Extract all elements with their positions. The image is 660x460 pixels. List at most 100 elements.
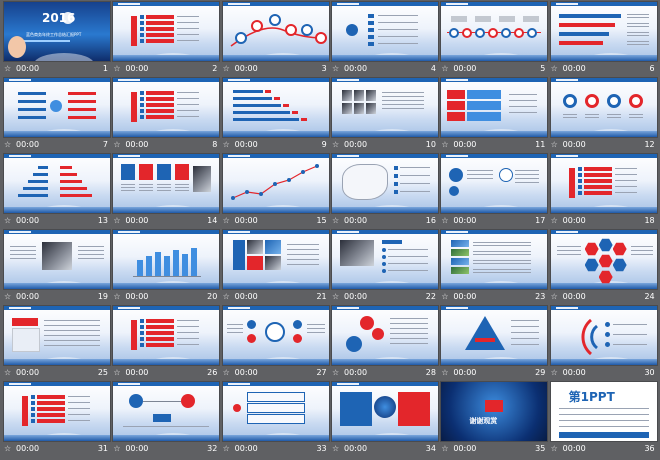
slide-cell-6[interactable]: ☆ 00:00 6: [549, 2, 658, 78]
slide-thumbnail[interactable]: [4, 78, 110, 137]
slide-cell-24[interactable]: ☆ 00:00 24: [549, 230, 658, 306]
node-circle: [284, 24, 297, 36]
list-bar: [37, 407, 65, 411]
slide-thumbnail[interactable]: [550, 78, 657, 137]
slide-cell-15[interactable]: ☆ 00:00 15: [221, 154, 330, 230]
slide-meta: ☆ 00:00 35: [441, 443, 547, 455]
list-bar: [37, 395, 65, 399]
side-bar: [131, 320, 138, 350]
slide-cell-18[interactable]: ☆ 00:00 18: [549, 154, 658, 230]
slide-cell-14[interactable]: ☆ 00:00 14: [111, 154, 220, 230]
slide-cell-30[interactable]: ☆ 00:00 30: [549, 306, 658, 382]
slide-thumbnail[interactable]: [4, 230, 110, 289]
slide-cell-17[interactable]: ☆ 00:00 17: [439, 154, 548, 230]
slide-thumbnail[interactable]: [113, 78, 220, 137]
slide-cell-13[interactable]: ☆ 00:00 13: [2, 154, 111, 230]
slide-cell-25[interactable]: ☆ 00:00 25: [2, 306, 111, 382]
slide-cell-36[interactable]: 第1PPT ☆ 00:00 36: [549, 382, 658, 458]
slide-thumbnail[interactable]: [441, 230, 548, 289]
text-line: [556, 246, 581, 247]
slide-thumbnail[interactable]: [113, 382, 220, 441]
slide-timing: 00:00: [16, 140, 40, 149]
slide-thumbnail[interactable]: [441, 154, 548, 213]
slide-cell-28[interactable]: ☆ 00:00 28: [330, 306, 439, 382]
slide-cell-5[interactable]: ☆ 00:00 5: [439, 2, 548, 78]
slide-cell-2[interactable]: ☆ 00:00 2: [111, 2, 220, 78]
slide-cell-27[interactable]: ☆ 00:00 27: [221, 306, 330, 382]
slide-thumbnail[interactable]: [441, 78, 548, 137]
slide-thumbnail[interactable]: [331, 154, 438, 213]
slide-thumbnail[interactable]: [441, 2, 548, 61]
slide-thumbnail[interactable]: [331, 78, 438, 137]
slide-cell-8[interactable]: ☆ 00:00 8: [111, 78, 220, 154]
slide-thumbnail[interactable]: [222, 230, 329, 289]
slide-thumbnail[interactable]: [550, 2, 657, 61]
slide-number: 34: [425, 444, 436, 453]
slide-thumbnail[interactable]: [331, 2, 438, 61]
slide-thumbnail[interactable]: [441, 306, 548, 365]
slide-meta: ☆ 00:00 10: [332, 139, 438, 151]
slide-thumbnail[interactable]: [222, 2, 329, 61]
slide-thumbnail[interactable]: [331, 230, 438, 289]
slide-cell-34[interactable]: ☆ 00:00 34: [330, 382, 439, 458]
slide-meta: ☆ 00:00 28: [332, 367, 438, 379]
text-line: [473, 242, 532, 243]
slide-thumbnail[interactable]: [222, 306, 329, 365]
slide-cell-10[interactable]: ☆ 00:00 10: [330, 78, 439, 154]
slide-thumbnail[interactable]: [550, 306, 657, 365]
slide-thumbnail[interactable]: [4, 154, 110, 213]
slide-cell-1[interactable]: 2016 蓝色商务年终工作总结汇报PPT ☆ 00:00 1: [2, 2, 111, 78]
slide-cell-20[interactable]: ☆ 00:00 20: [111, 230, 220, 306]
slide-number: 18: [644, 216, 655, 225]
slide-cell-19[interactable]: ☆ 00:00 19: [2, 230, 111, 306]
slide-cell-22[interactable]: ☆ 00:00 22: [330, 230, 439, 306]
transition-icon: ☆: [331, 216, 340, 225]
slide-thumbnail[interactable]: 第1PPT: [550, 382, 657, 441]
text-line: [614, 180, 637, 181]
data-point: [258, 192, 263, 196]
slide-cell-23[interactable]: ☆ 00:00 23: [439, 230, 548, 306]
slide-thumbnail[interactable]: [222, 154, 329, 213]
list-bar: [146, 39, 175, 43]
slide-cell-3[interactable]: ☆ 00:00 3: [221, 2, 330, 78]
slide-number: 9: [321, 140, 327, 149]
branch-node: [367, 21, 374, 25]
slide-cell-4[interactable]: ☆ 00:00 4: [330, 2, 439, 78]
slide-cell-32[interactable]: ☆ 00:00 32: [111, 382, 220, 458]
slide-cell-26[interactable]: ☆ 00:00 26: [111, 306, 220, 382]
slide-thumbnail[interactable]: [222, 382, 329, 441]
slide-thumbnail[interactable]: [4, 306, 110, 365]
text-line: [377, 43, 418, 44]
right-bar: [60, 187, 87, 190]
slide-thumbnail[interactable]: [550, 230, 657, 289]
slide-cell-29[interactable]: ☆ 00:00 29: [439, 306, 548, 382]
slide-cell-35[interactable]: 谢谢观赏 ☆ 00:00 35: [439, 382, 548, 458]
slide-thumbnail[interactable]: [331, 382, 438, 441]
slide-cell-31[interactable]: ☆ 00:00 31: [2, 382, 111, 458]
slide-thumbnail[interactable]: [331, 306, 438, 365]
slide-thumbnail[interactable]: 谢谢观赏: [441, 382, 548, 441]
slide-cell-21[interactable]: ☆ 00:00 21: [221, 230, 330, 306]
slide-cell-16[interactable]: ☆ 00:00 16: [330, 154, 439, 230]
slide-thumbnail[interactable]: [113, 306, 220, 365]
left-bar: [23, 187, 48, 190]
slide-thumbnail[interactable]: [113, 230, 220, 289]
slide-thumbnail[interactable]: [113, 154, 220, 213]
slide-cell-11[interactable]: ☆ 00:00 11: [439, 78, 548, 154]
slide-thumbnail[interactable]: 2016 蓝色商务年终工作总结汇报PPT: [4, 2, 110, 61]
slide-cell-33[interactable]: ☆ 00:00 33: [221, 382, 330, 458]
slide-cell-12[interactable]: ☆ 00:00 12: [549, 78, 658, 154]
slide-cell-9[interactable]: ☆ 00:00 9: [221, 78, 330, 154]
bullet: [604, 342, 610, 347]
timeline-node: [462, 28, 473, 38]
slide-thumbnail[interactable]: [113, 2, 220, 61]
photo: [339, 240, 374, 266]
slide-timing: 00:00: [343, 140, 368, 149]
slide-thumbnail[interactable]: [222, 78, 329, 137]
slide-thumbnail[interactable]: [550, 154, 657, 213]
text-line: [630, 250, 653, 251]
slide-cell-7[interactable]: ☆ 00:00 7: [2, 78, 111, 154]
slide-thumbnail[interactable]: [4, 382, 110, 441]
hexagon: [584, 242, 599, 256]
